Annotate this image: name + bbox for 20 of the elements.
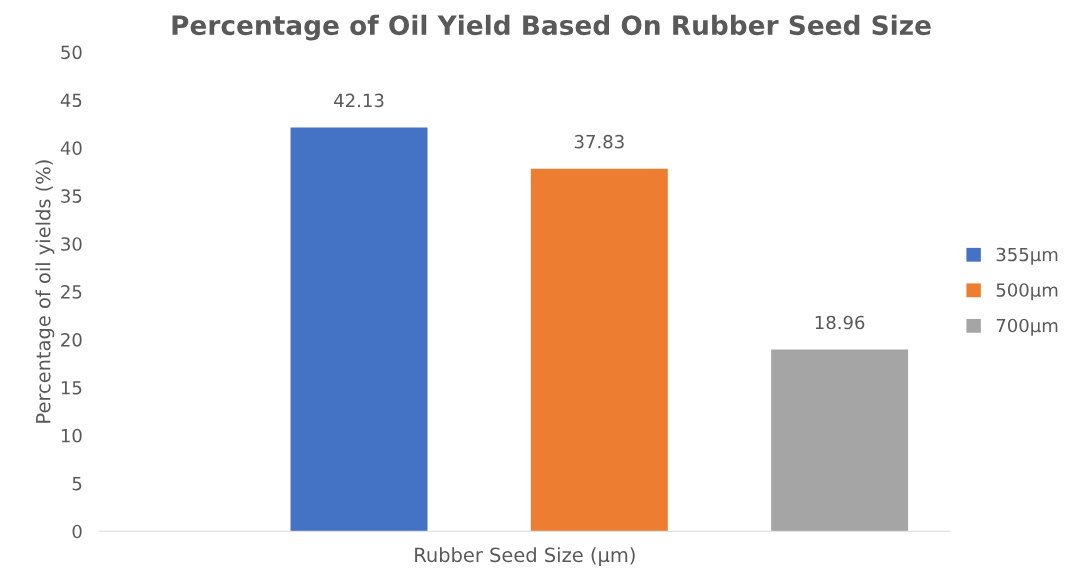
y-tick-label: 45 xyxy=(60,93,82,108)
y-tick-label: 35 xyxy=(61,189,82,203)
legend-label: 355µm xyxy=(996,247,1058,265)
data-label: 42.13 xyxy=(334,93,384,108)
y-axis-title: Percentage of oil yields (%) xyxy=(35,160,55,423)
y-tick-label: 10 xyxy=(61,428,82,443)
y-tick-label: 25 xyxy=(61,285,82,299)
x-axis-title: Rubber Seed Size (µm) xyxy=(415,547,635,566)
legend-label: 700µm xyxy=(996,318,1058,336)
legend-label: 500µm xyxy=(996,283,1058,301)
y-tick-label: 30 xyxy=(61,237,82,251)
y-tick-label: 5 xyxy=(72,476,82,491)
data-label: 37.83 xyxy=(574,134,624,149)
chart-title: Percentage of Oil Yield Based On Rubber Seed Size xyxy=(172,14,931,41)
data-label: 18.96 xyxy=(815,315,865,330)
y-tick-label: 50 xyxy=(61,45,82,60)
y-tick-label: 0 xyxy=(72,524,82,539)
y-tick-label: 20 xyxy=(61,332,82,347)
y-tick-label: 40 xyxy=(60,141,82,155)
y-tick-label: 15 xyxy=(61,381,82,395)
